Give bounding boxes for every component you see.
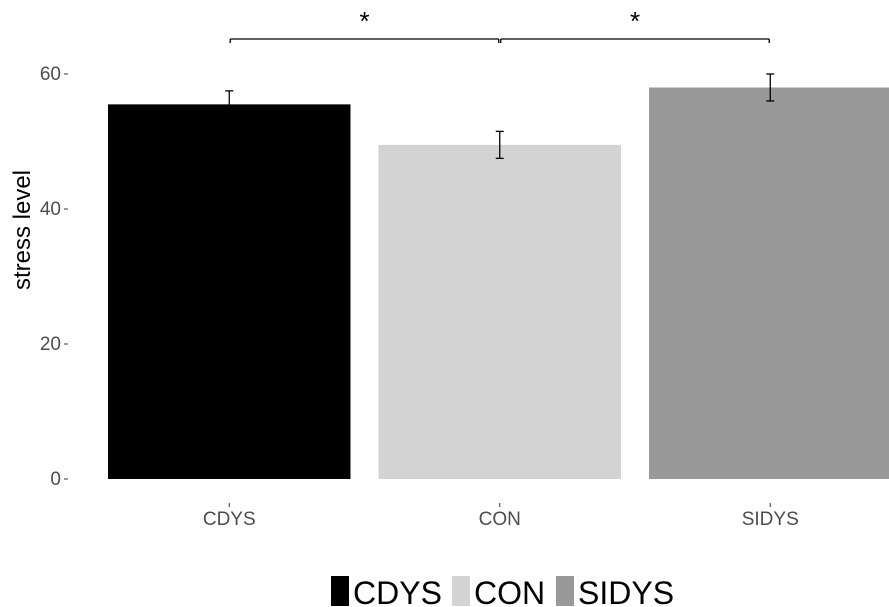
error-bars (225, 73, 775, 160)
x-tick-label-con: CON (479, 509, 521, 530)
bar-con (378, 144, 621, 479)
legend-label: CDYS (353, 575, 442, 607)
legend-key (331, 576, 349, 606)
x-axis: CDYS CON SIDYS (203, 503, 799, 530)
y-axis: 0 20 40 60 (40, 64, 68, 490)
error-bar-sidys (766, 73, 775, 102)
significance-bracket-cdys-con: * (229, 6, 500, 43)
legend-label: SIDYS (578, 575, 674, 607)
legend-entry-con: CON (452, 575, 545, 607)
significance-label: * (359, 6, 369, 36)
legend-entry-cdys: CDYS (331, 575, 442, 607)
x-tick-label-cdys: CDYS (203, 509, 256, 530)
error-bar-con (495, 130, 504, 160)
bars (108, 87, 889, 479)
y-tick-label: 0 (50, 469, 61, 490)
legend-key (452, 576, 470, 606)
legend: CDYS CON SIDYS (331, 575, 674, 607)
y-tick-label: 60 (40, 64, 61, 85)
bar-cdys (108, 104, 351, 479)
legend-key (556, 576, 574, 606)
significance-brackets: * * (229, 6, 770, 43)
y-tick-label: 20 (40, 334, 61, 355)
bar-sidys (649, 87, 889, 479)
y-tick-label: 40 (40, 199, 61, 220)
x-tick-label-sidys: SIDYS (742, 509, 799, 530)
significance-label: * (630, 6, 640, 36)
legend-label: CON (474, 575, 545, 607)
y-axis-title: stress level (9, 170, 36, 290)
error-bar-cdys (225, 90, 234, 119)
legend-entry-sidys: SIDYS (556, 575, 674, 607)
significance-bracket-con-sidys: * (500, 6, 770, 43)
